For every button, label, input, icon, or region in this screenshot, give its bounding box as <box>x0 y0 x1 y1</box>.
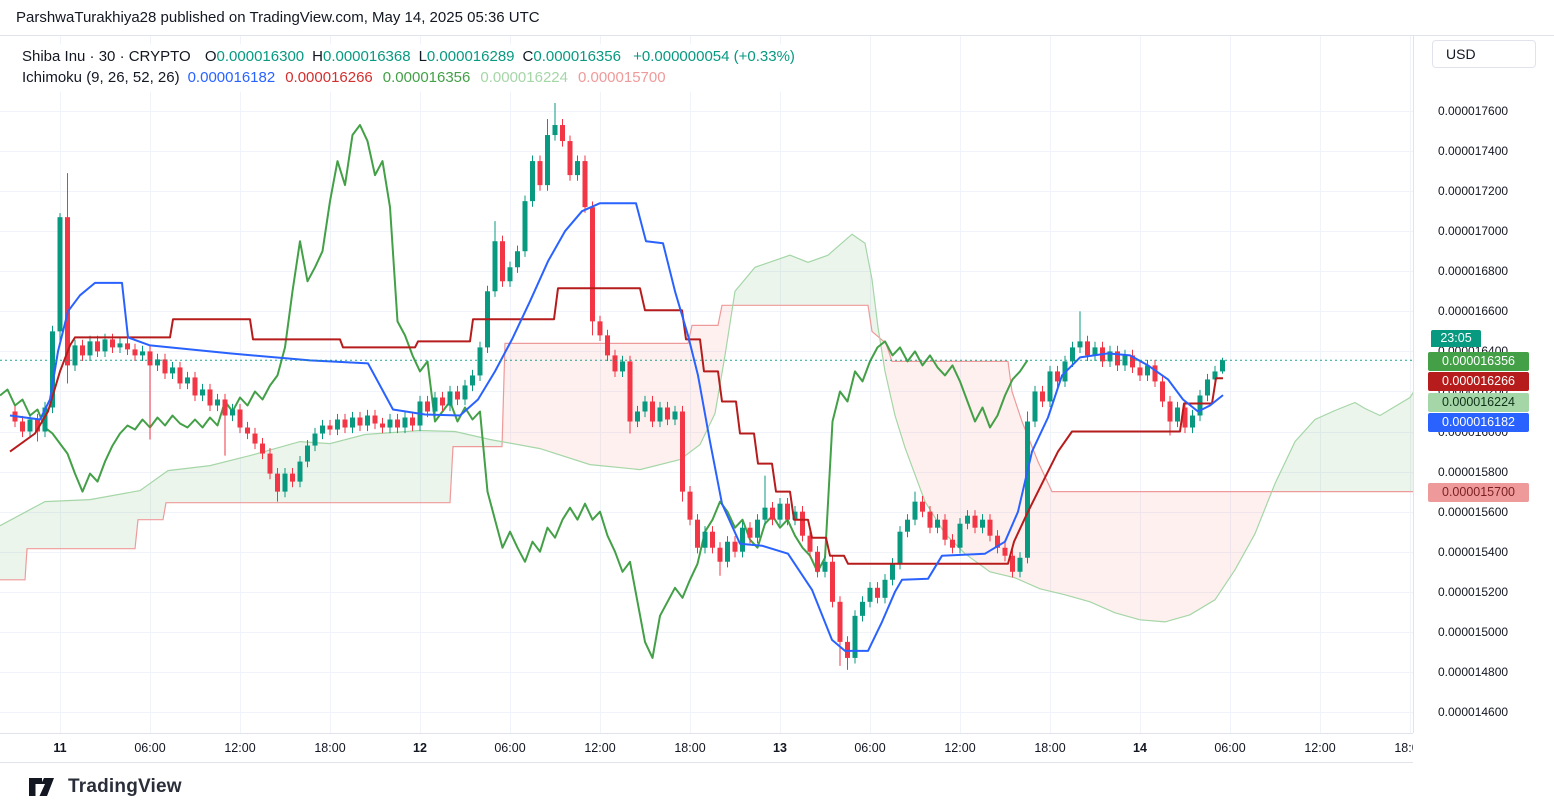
time-tick-label: 11 <box>53 741 67 755</box>
leading-span-a-price-label: 0.000016224 <box>1428 393 1529 412</box>
symbol-legend-row[interactable]: Shiba Inu · 30 · CRYPTO O0.000016300 H0.0… <box>22 46 795 67</box>
ohlc-values: O0.000016300 H0.000016368 L0.000016289 C0.0… <box>204 48 621 65</box>
attribution-bar: ParshwaTurakhiya28 published on TradingV… <box>0 0 1554 36</box>
price-tick-label: 0.000015800 <box>1438 464 1509 479</box>
time-tick-label: 18:00 <box>674 741 706 755</box>
lagging-span-price-label: 0.000016356 <box>1428 352 1529 371</box>
price-axis[interactable]: USD 0.000017600 0.000017400 0.000017200 0.0… <box>1413 36 1554 733</box>
time-tick-label: 06:00 <box>1214 741 1246 755</box>
time-tick-label: 06:00 <box>494 741 526 755</box>
price-tick-label: 0.000014800 <box>1438 664 1509 679</box>
tradingview-logo-icon[interactable] <box>28 774 58 800</box>
time-tick-label: 13 <box>773 741 787 755</box>
indicator-legend-row[interactable]: Ichimoku (9, 26, 52, 26) 0.000016182 0.000… <box>22 67 795 88</box>
indicator-value: 0.000016266 <box>285 69 373 86</box>
time-tick-label: 12:00 <box>1304 741 1336 755</box>
chart-canvas[interactable] <box>0 36 1413 733</box>
indicator-value: 0.000016356 <box>382 69 471 86</box>
indicator-values: 0.000016182 0.000016266 0.000016356 0.00001… <box>188 69 676 86</box>
price-tick-label: 0.000017400 <box>1438 144 1509 159</box>
indicator-value: 0.000016182 <box>187 69 276 86</box>
price-tick-label: 0.000016800 <box>1438 264 1509 279</box>
base-line-price-label: 0.000016266 <box>1428 372 1529 391</box>
leading-span-b-price-label: 0.000015700 <box>1428 483 1529 502</box>
legend: Shiba Inu · 30 · CRYPTO O0.000016300 H0.0… <box>14 44 803 92</box>
conversion-line-price-label: 0.000016182 <box>1428 413 1529 432</box>
time-tick-label: 06:00 <box>134 741 166 755</box>
time-tick-label: 12 <box>413 741 427 755</box>
time-tick-label: 14 <box>1133 741 1147 755</box>
price-tick-label: 0.000015200 <box>1438 584 1509 599</box>
time-tick-label: 18:00 <box>1034 741 1066 755</box>
price-tick-label: 0.000017600 <box>1438 104 1509 118</box>
price-tick-label: 0.000017200 <box>1438 184 1509 199</box>
change-value: +0.000000054 (+0.33%) <box>633 48 795 65</box>
price-tick-label: 0.000015000 <box>1438 624 1509 639</box>
price-tick-label: 0.000014600 <box>1438 705 1509 719</box>
time-tick-label: 18:00 <box>1394 741 1413 755</box>
price-tick-label: 0.000015400 <box>1438 544 1509 559</box>
indicator-value: 0.000016224 <box>480 69 568 86</box>
countdown-badge: 23:05 <box>1431 330 1481 347</box>
symbol-title: Shiba Inu · 30 · CRYPTO <box>22 48 191 65</box>
price-tick-label: 0.000016600 <box>1438 304 1509 319</box>
time-tick-label: 12:00 <box>944 741 976 755</box>
tradingview-brand-text[interactable]: TradingView <box>68 776 182 797</box>
footer: TradingView <box>0 764 1554 810</box>
price-tick-label: 0.000017000 <box>1438 224 1509 239</box>
indicator-value: 0.000015700 <box>577 69 666 86</box>
currency-button[interactable]: USD <box>1432 40 1536 68</box>
price-tick-label: 0.000015600 <box>1438 504 1509 519</box>
time-tick-label: 12:00 <box>224 741 256 755</box>
time-tick-label: 06:00 <box>854 741 886 755</box>
attribution-text: ParshwaTurakhiya28 published on TradingV… <box>16 9 540 26</box>
chart-pane[interactable]: Shiba Inu · 30 · CRYPTO O0.000016300 H0.0… <box>0 36 1413 733</box>
time-tick-label: 12:00 <box>584 741 616 755</box>
indicator-title: Ichimoku (9, 26, 52, 26) <box>22 69 180 86</box>
time-axis[interactable]: 11 06:00 12:00 18:00 12 06:00 12:00 18:00 13 06:0… <box>0 733 1413 763</box>
time-tick-label: 18:00 <box>314 741 346 755</box>
